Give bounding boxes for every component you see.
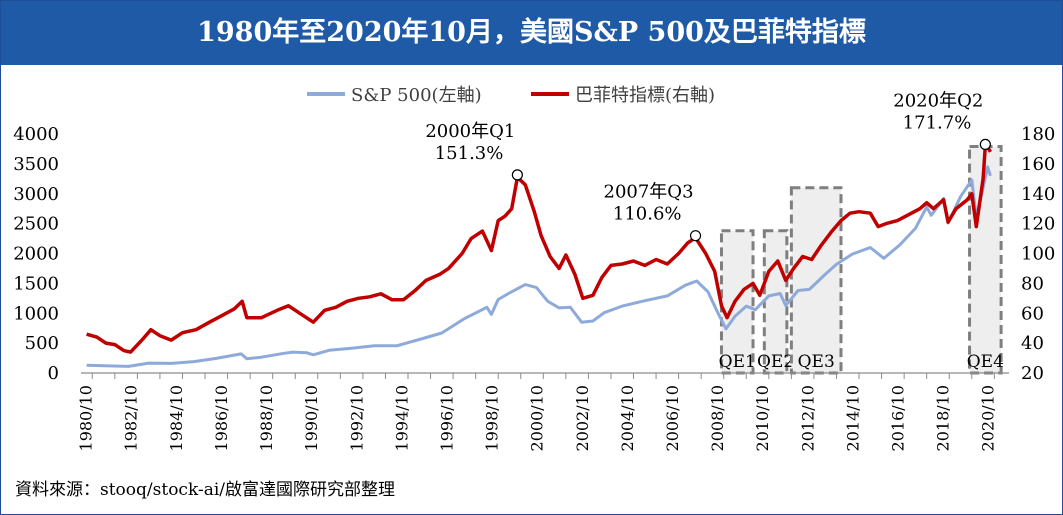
y-left-tick-0: 0 bbox=[48, 363, 59, 384]
y-right-tick-4: 100 bbox=[1021, 244, 1055, 265]
peak-marker-2 bbox=[689, 230, 702, 242]
y-left-tick-6: 3000 bbox=[13, 184, 59, 205]
x-tick-label-16: 2012/10 bbox=[798, 385, 817, 451]
x-tick-label-15: 2010/10 bbox=[753, 385, 772, 451]
y-right-tick-7: 160 bbox=[1021, 154, 1055, 175]
x-tick-label-3: 1986/10 bbox=[212, 385, 231, 451]
x-tick-label-14: 2008/10 bbox=[708, 385, 727, 451]
qe-box-3 bbox=[789, 186, 843, 375]
y-right-tick-2: 60 bbox=[1021, 303, 1044, 324]
x-tick-label-2: 1984/10 bbox=[167, 385, 186, 451]
x-tick-label-5: 1990/10 bbox=[302, 385, 321, 451]
legend: S&P 500(左軸) 巴菲特指標(右軸) bbox=[307, 85, 715, 106]
qe-label-4: QE4 bbox=[967, 352, 1004, 372]
peak-label-1-date: 2000年Q1 bbox=[425, 121, 515, 142]
y-right-tick-8: 180 bbox=[1021, 124, 1055, 145]
peak-label-1-value: 151.3% bbox=[435, 143, 504, 164]
qe-label-2: QE2 bbox=[757, 352, 794, 372]
y-right-tick-3: 80 bbox=[1021, 273, 1044, 294]
x-tick-label-9: 1998/10 bbox=[483, 385, 502, 451]
peak-label-3-value: 171.7% bbox=[903, 112, 972, 133]
peak-label-3-date: 2020年Q2 bbox=[893, 90, 983, 111]
x-tick-label-19: 2018/10 bbox=[934, 385, 953, 451]
y-left-tick-2: 1000 bbox=[13, 303, 59, 324]
y-right-tick-6: 140 bbox=[1021, 184, 1055, 205]
x-tick-label-8: 1996/10 bbox=[437, 385, 456, 451]
x-tick-label-12: 2004/10 bbox=[618, 385, 637, 451]
qe-boxes: QE1 QE2 QE3 QE4 bbox=[719, 145, 1004, 375]
x-tick-label-18: 2016/10 bbox=[888, 385, 907, 451]
y-left-tick-5: 2500 bbox=[13, 214, 59, 235]
x-tick-label-0: 1980/10 bbox=[77, 385, 96, 451]
y-left-tick-4: 2000 bbox=[13, 244, 59, 265]
legend-label-sp500: S&P 500(左軸) bbox=[351, 85, 482, 106]
x-tick-label-17: 2014/10 bbox=[843, 385, 862, 451]
qe-box-1 bbox=[719, 229, 755, 375]
x-tick-label-13: 2006/10 bbox=[663, 385, 682, 451]
qe-label-3: QE3 bbox=[798, 352, 835, 372]
y-left-tick-3: 1500 bbox=[13, 273, 59, 294]
qe-label-1: QE1 bbox=[719, 352, 756, 372]
chart-svg: S&P 500(左軸) 巴菲特指標(右軸) QE1 QE2 QE3 QE4 0 500 1… bbox=[13, 85, 1055, 451]
y-right-tick-0: 20 bbox=[1021, 363, 1044, 384]
left-axis: 0 500 1000 1500 2000 2500 3000 3500 4000 bbox=[13, 124, 59, 384]
y-left-tick-8: 4000 bbox=[13, 124, 59, 145]
x-tick-label-7: 1994/10 bbox=[392, 385, 411, 451]
y-right-tick-5: 120 bbox=[1021, 214, 1055, 235]
x-tick-label-20: 2020/10 bbox=[979, 385, 998, 451]
y-left-tick-7: 3500 bbox=[13, 154, 59, 175]
legend-label-buffett: 巴菲特指標(右軸) bbox=[575, 85, 715, 106]
chart-title: 1980年至2020年10月，美國S&P 500及巴菲特指標 bbox=[1, 1, 1062, 65]
peak-marker-3 bbox=[979, 138, 991, 150]
peak-label-2-date: 2007年Q3 bbox=[604, 182, 694, 203]
peak-label-2-value: 110.6% bbox=[613, 204, 682, 225]
x-tick-label-11: 2002/10 bbox=[573, 385, 592, 451]
y-right-tick-1: 40 bbox=[1021, 333, 1044, 354]
series-line-buffett bbox=[86, 144, 993, 354]
x-axis: 1980/10 1982/10 1984/10 1986/10 1988/10 1990/… bbox=[77, 372, 1009, 451]
series-line-sp500 bbox=[86, 165, 992, 368]
source-note: 資料來源：stooq/stock-ai/啟富達國際研究部整理 bbox=[15, 480, 395, 500]
y-left-tick-1: 500 bbox=[25, 333, 59, 354]
x-tick-label-10: 2000/10 bbox=[528, 385, 547, 451]
x-tick-label-1: 1982/10 bbox=[122, 385, 141, 451]
x-tick-label-4: 1988/10 bbox=[257, 385, 276, 451]
x-tick-label-6: 1992/10 bbox=[347, 385, 366, 451]
right-axis: 20 40 60 80 100 120 140 160 180 bbox=[1021, 124, 1055, 384]
peak-marker-1 bbox=[511, 169, 523, 181]
